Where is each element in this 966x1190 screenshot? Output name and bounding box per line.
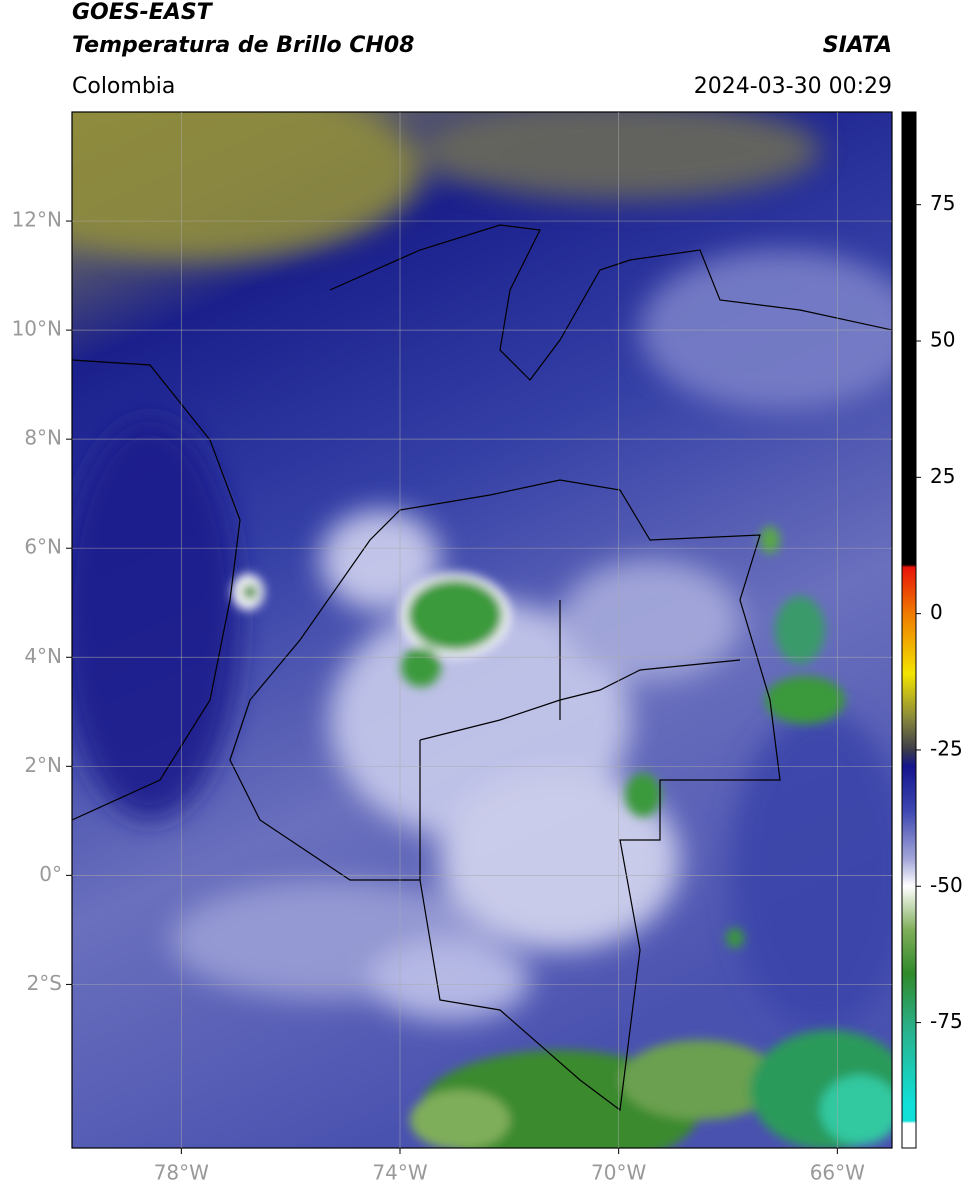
x-tick-label: 66°W bbox=[810, 1161, 865, 1185]
colorbar-tick-label: 0 bbox=[930, 600, 943, 624]
x-tick-label: 70°W bbox=[591, 1161, 646, 1185]
map-frame bbox=[71, 111, 893, 1149]
x-tick-label: 78°W bbox=[154, 1161, 209, 1185]
datetime: 2024-03-30 00:29 bbox=[694, 74, 892, 99]
satellite-image bbox=[72, 112, 892, 1148]
y-tick-label: 12°N bbox=[12, 208, 62, 232]
y-tick-label: 0° bbox=[39, 862, 62, 886]
y-tick-label: 2°S bbox=[27, 971, 62, 995]
y-tick-label: 6°N bbox=[24, 535, 62, 559]
region: Colombia bbox=[72, 74, 175, 99]
colorbar-tick-label: -75 bbox=[930, 1009, 963, 1033]
colorbar-tick-label: -25 bbox=[930, 736, 963, 760]
subtitle: Temperatura de Brillo CH08 bbox=[72, 33, 414, 58]
y-tick-label: 8°N bbox=[24, 426, 62, 450]
y-tick-label: 10°N bbox=[12, 317, 62, 341]
colorbar-tick-label: 50 bbox=[930, 328, 955, 352]
y-tick-label: 4°N bbox=[24, 644, 62, 668]
colorbar-tick-label: 75 bbox=[930, 191, 955, 215]
source: SIATA bbox=[823, 33, 892, 58]
colorbar-tick-label: -50 bbox=[930, 873, 963, 897]
y-tick-label: 2°N bbox=[24, 753, 62, 777]
title: GOES-EAST bbox=[72, 0, 214, 25]
colorbar bbox=[901, 111, 917, 1149]
x-tick-label: 74°W bbox=[372, 1161, 427, 1185]
colorbar-tick-label: 25 bbox=[930, 464, 955, 488]
